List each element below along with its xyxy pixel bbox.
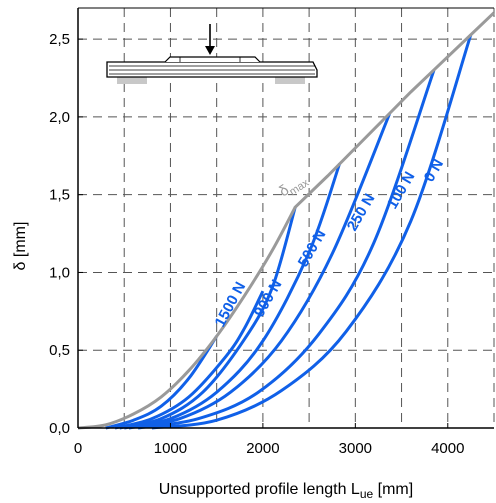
envelope-curve — [77, 11, 496, 430]
x-tick-label: 4000 — [431, 440, 464, 457]
curves — [105, 33, 473, 430]
load-curve-1 — [114, 290, 265, 430]
curve-label-500n: 500 N — [295, 227, 330, 270]
x-tick-label: 2000 — [246, 440, 279, 457]
x-tick-label: 3000 — [339, 440, 372, 457]
load-curve-6 — [151, 33, 473, 430]
envelope-line — [77, 11, 496, 430]
x-tick-label: 1000 — [154, 440, 187, 457]
ticks: 0 1000 2000 3000 4000 0,0 0,5 1,0 1,5 2,0 2,5 — [49, 31, 464, 457]
y-tick-label: 1,5 — [49, 187, 70, 204]
y-axis-label: δ [mm] — [12, 222, 29, 271]
load-curve-4 — [128, 113, 391, 430]
load-curve-0 — [105, 335, 218, 430]
profile-schematic-icon — [106, 24, 318, 84]
load-curve-3 — [123, 163, 342, 430]
curve-label-100n: 100 N — [384, 169, 419, 212]
curve-label-1500n: 1500 N — [212, 279, 250, 330]
x-axis-label: Unsupported profile length Lue [mm] — [159, 481, 413, 501]
y-tick-label: 0,5 — [49, 342, 70, 359]
grid — [78, 8, 495, 428]
y-tick-label: 1,0 — [49, 264, 70, 281]
x-tick-label: 0 — [74, 440, 82, 457]
load-curve-2 — [119, 206, 297, 430]
y-tick-label: 2,0 — [49, 109, 70, 126]
y-tick-label: 0,0 — [49, 420, 70, 437]
load-curve-5 — [137, 69, 436, 430]
y-tick-label: 2,5 — [49, 31, 70, 48]
